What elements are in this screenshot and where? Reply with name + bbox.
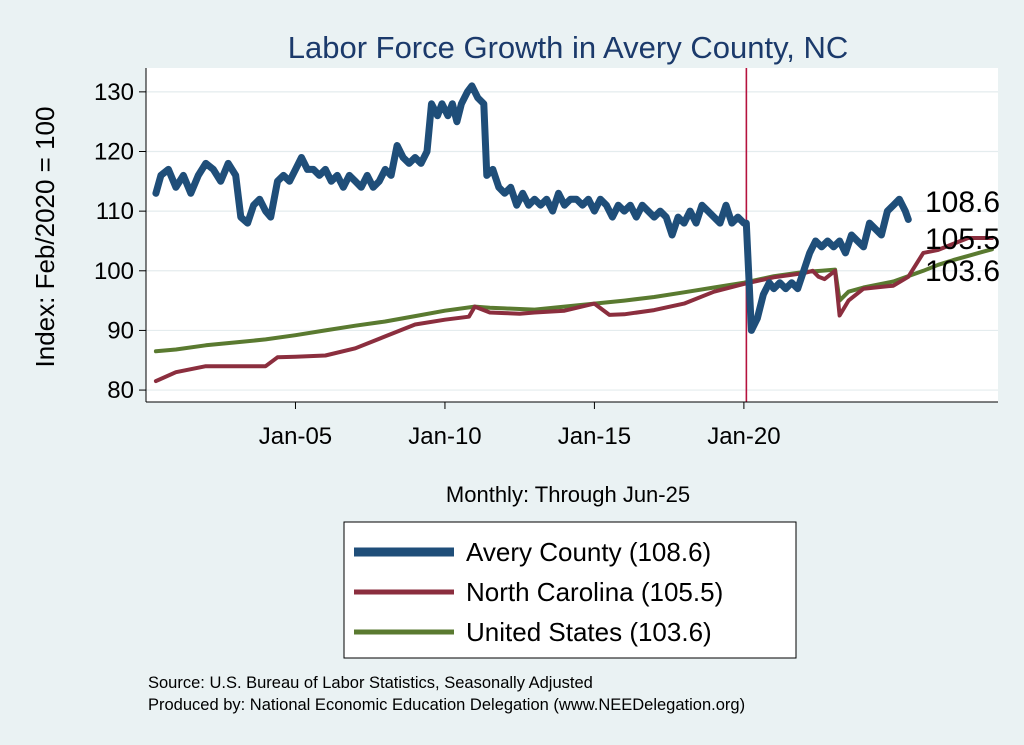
y-tick-label: 130 <box>94 79 134 106</box>
legend-north-carolina-label: North Carolina (105.5) <box>466 577 723 607</box>
chart-title: Labor Force Growth in Avery County, NC <box>288 30 849 65</box>
gridlines <box>146 91 998 391</box>
avery-county-line <box>152 82 912 334</box>
y-tick-label: 100 <box>94 258 134 285</box>
produced-by-note: Produced by: National Economic Education… <box>148 696 745 714</box>
y-axis-label: Index: Feb/2020 = 100 <box>30 107 60 368</box>
y-tick-label: 110 <box>96 198 134 225</box>
x-axis-label: Monthly: Through Jun-25 <box>446 482 690 507</box>
x-ticks: Jan-05 Jan-10 Jan-15 Jan-20 <box>259 402 781 450</box>
y-tick-label: 120 <box>94 139 134 166</box>
x-tick-label: Jan-10 <box>408 423 481 450</box>
x-tick-label: Jan-15 <box>558 423 631 450</box>
north-carolina-line <box>153 236 994 384</box>
legend-united-states-label: United States (103.6) <box>466 617 712 647</box>
legend: Avery County (108.6) North Carolina (105.… <box>354 537 723 647</box>
avery-end-label: 108.6 <box>925 186 1000 219</box>
plot-area <box>146 68 998 402</box>
united-states-line <box>153 247 994 354</box>
nc-end-label: 105.5 <box>925 223 1000 256</box>
x-tick-label: Jan-05 <box>259 423 332 450</box>
x-tick-label: Jan-20 <box>707 423 780 450</box>
y-tick-label: 90 <box>107 317 134 344</box>
us-end-label: 103.6 <box>925 255 1000 288</box>
y-tick-label: 80 <box>107 377 134 404</box>
legend-avery-label: Avery County (108.6) <box>466 537 711 567</box>
y-ticks: 80 90 100 110 120 130 <box>94 79 146 404</box>
series-layer <box>152 82 994 384</box>
source-note: Source: U.S. Bureau of Labor Statistics,… <box>148 674 593 692</box>
